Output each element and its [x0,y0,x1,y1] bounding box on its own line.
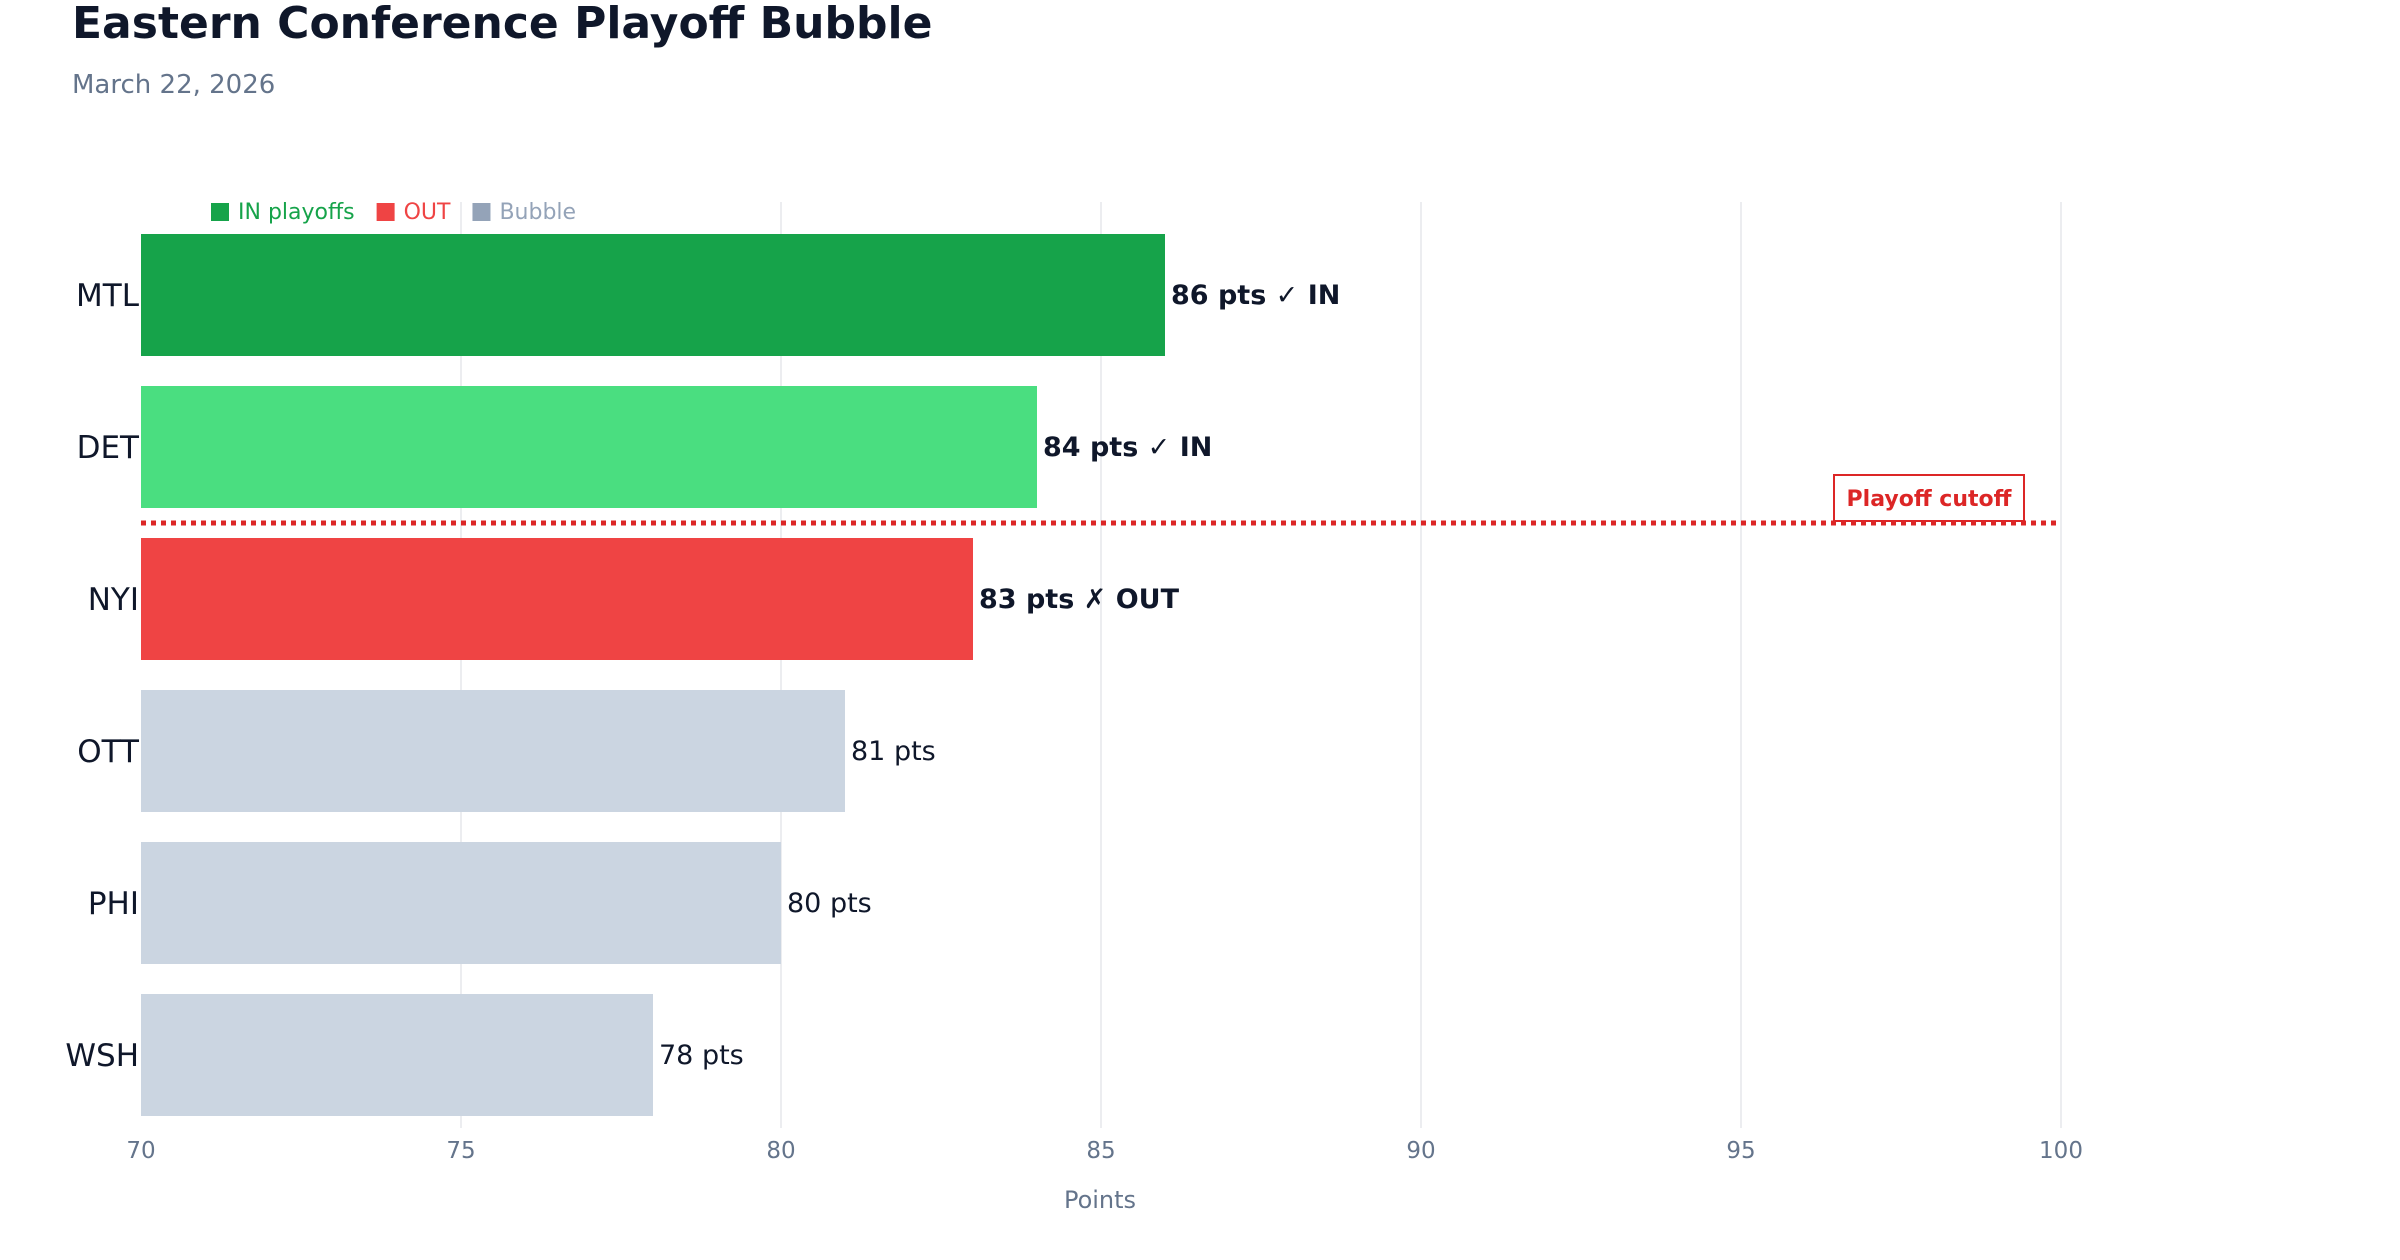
cutoff-label: Playoff cutoff [1847,487,2013,512]
legend-swatch [472,203,491,221]
x-tick-label: 100 [2039,1138,2083,1164]
category-labels: MTL DET NYI OTT PHI WSH [65,278,140,1074]
x-tick-labels: 70 75 80 85 90 95 100 [126,1138,2083,1164]
x-axis-label: Points [1064,1186,1136,1214]
legend: IN playoffs OUT Bubble [211,200,576,225]
category-label: WSH [65,1038,139,1074]
data-label: 80 pts [787,888,872,919]
bar-det [141,386,1037,508]
category-label: NYI [88,582,139,618]
category-label: DET [77,430,140,466]
data-label: 86 pts ✓ IN [1171,280,1340,311]
bar-mtl [141,234,1165,356]
x-tick-label: 80 [766,1138,795,1164]
cutoff-label-box [1833,474,2025,522]
x-tick-label: 95 [1726,1138,1755,1164]
x-tick-label: 75 [446,1138,475,1164]
x-tick-label: 70 [126,1138,155,1164]
legend-swatch [376,203,395,221]
category-label: MTL [76,278,140,314]
playoff-cutoff: Playoff cutoff [141,474,2061,526]
data-labels: 86 pts ✓ IN 84 pts ✓ IN 83 pts ✗ OUT 81 pts… [659,280,1340,1071]
bar-wsh [141,994,653,1116]
data-label: 78 pts [659,1040,744,1071]
category-label: OTT [77,734,140,770]
data-label: 83 pts ✗ OUT [979,584,1180,615]
chart-subtitle: March 22, 2026 [72,70,276,100]
legend-entry: IN playoffs [238,200,355,225]
legend-entry: Bubble [499,200,576,225]
x-tick-label: 85 [1086,1138,1115,1164]
chart-title: Eastern Conference Playoff Bubble [72,0,933,49]
bar-nyi [141,538,973,660]
bar-phi [141,842,781,964]
x-tick-label: 90 [1406,1138,1435,1164]
data-label: 81 pts [851,736,936,767]
grid-lines [460,202,2062,1128]
data-label: 84 pts ✓ IN [1043,432,1212,463]
legend-swatch [211,203,229,221]
legend-entry: OUT [404,200,451,225]
category-label: PHI [88,886,139,922]
bar-ott [141,690,845,812]
bars [141,234,1165,1116]
